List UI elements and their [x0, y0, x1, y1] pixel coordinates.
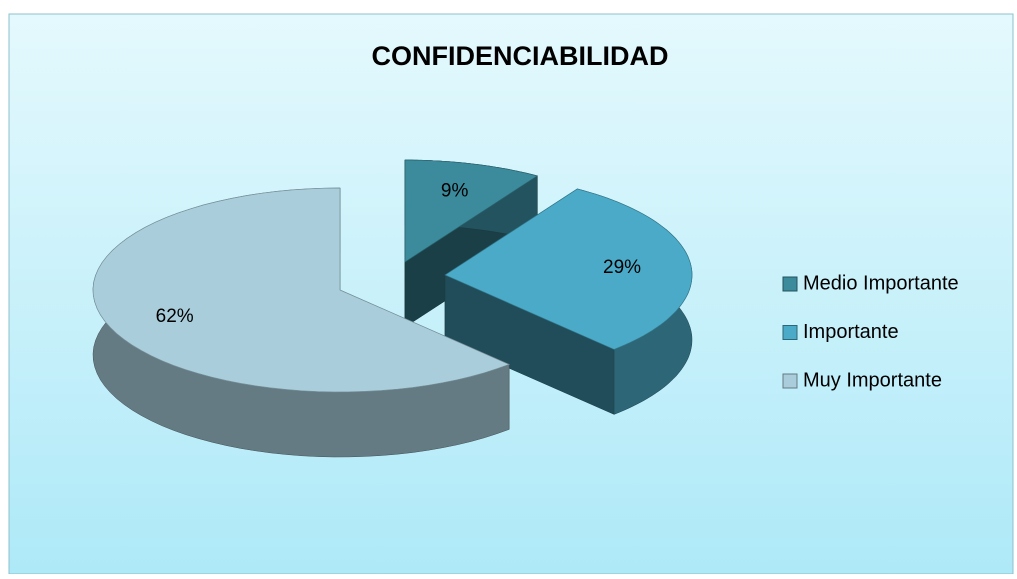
legend-label: Importante — [803, 321, 899, 343]
slice — [92, 187, 511, 393]
legend-swatch — [782, 373, 798, 389]
data-label: 29% — [603, 257, 641, 278]
slice-group: 29% — [444, 188, 693, 415]
data-label: 9% — [441, 180, 469, 201]
chart-title: CONFIDENCIABILIDAD — [372, 41, 669, 71]
legend-swatch — [782, 325, 798, 340]
legend-label: Medio Importante — [803, 272, 959, 294]
legend: Medio Importante Importante Muy Importante — [782, 272, 959, 391]
pie: 9% 29% 62% — [92, 159, 693, 458]
slice — [404, 159, 539, 263]
legend-swatch — [782, 276, 798, 292]
slice-group: 62% — [92, 187, 511, 458]
slice — [444, 188, 693, 350]
legend-label: Muy Importante — [803, 369, 942, 391]
data-label: 62% — [156, 306, 194, 327]
